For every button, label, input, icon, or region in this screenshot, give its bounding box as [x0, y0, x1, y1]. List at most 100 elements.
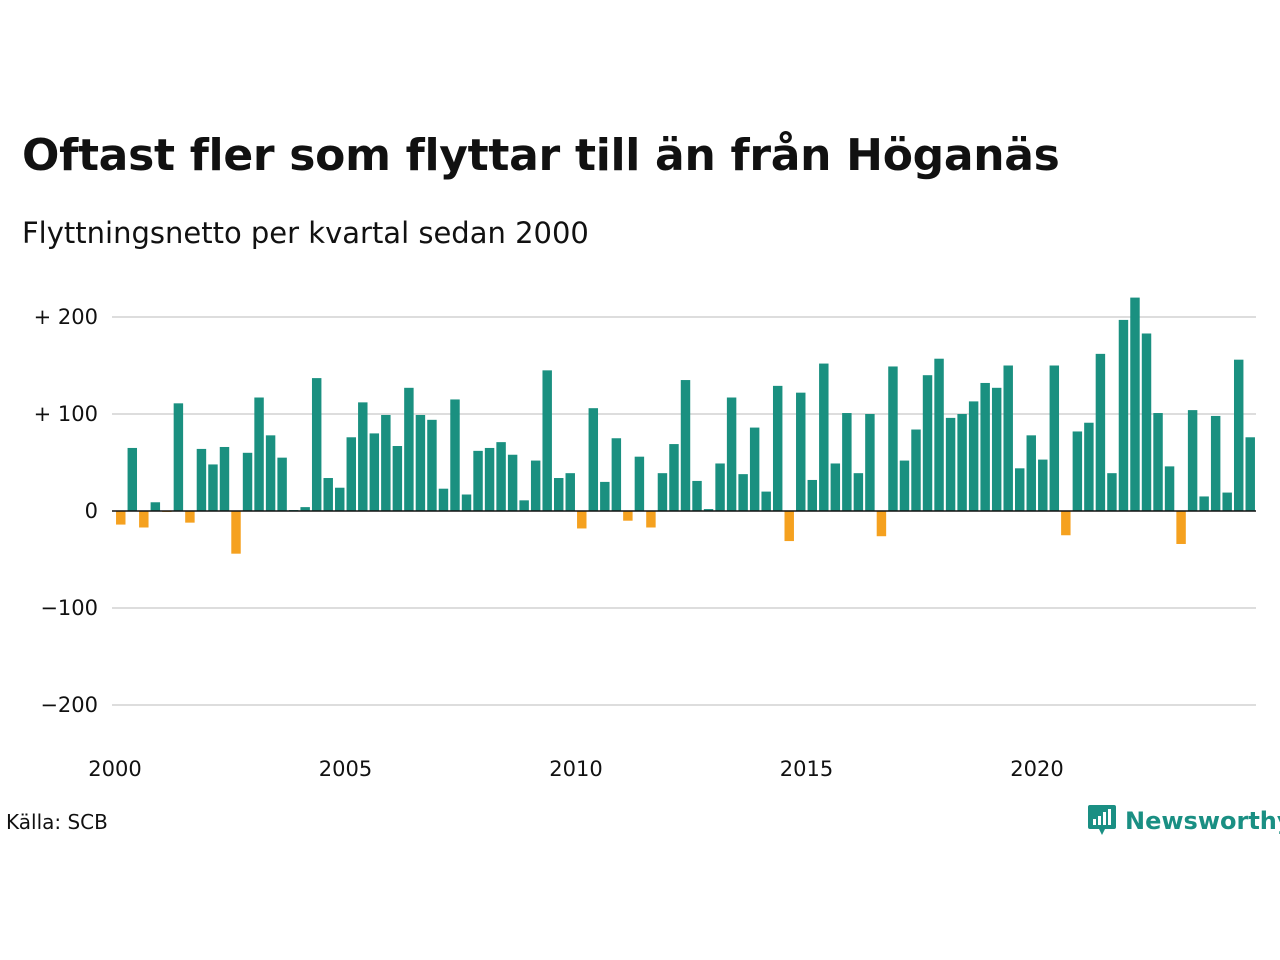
chart-subtitle: Flyttningsnetto per kvartal sedan 2000 [22, 216, 589, 250]
bar [1141, 333, 1152, 511]
bar [127, 447, 138, 511]
y-tick-label: 0 [85, 499, 98, 523]
bar [185, 511, 195, 523]
bar [1199, 496, 1209, 511]
bar [657, 473, 668, 511]
bar [865, 414, 875, 511]
bar [715, 463, 725, 511]
bar [265, 435, 276, 511]
bar [369, 433, 380, 511]
bar [600, 481, 610, 511]
bar [1107, 473, 1117, 511]
bar [968, 401, 979, 511]
bar [219, 446, 230, 511]
bar [1072, 431, 1083, 511]
bar [749, 427, 760, 511]
bar [1164, 466, 1175, 511]
bar [819, 363, 829, 511]
bar [519, 500, 529, 511]
x-tick-label: 2005 [319, 757, 372, 781]
bar [703, 509, 714, 511]
bar [692, 480, 702, 511]
y-tick-label: + 100 [34, 402, 98, 426]
bar [588, 408, 599, 511]
bar [646, 511, 656, 528]
bar [980, 382, 990, 511]
bar [1049, 365, 1060, 511]
bar [1026, 435, 1036, 511]
bar [323, 478, 333, 511]
bar [680, 380, 691, 511]
bar [196, 448, 207, 511]
bar [807, 479, 818, 511]
bar [1130, 297, 1140, 511]
bar [842, 413, 852, 511]
bar [231, 511, 241, 554]
bar [577, 511, 587, 529]
bar [1153, 413, 1163, 511]
bar [1084, 422, 1094, 511]
bar [415, 414, 426, 511]
bar [311, 378, 322, 511]
bar [173, 403, 184, 511]
bar [496, 442, 506, 511]
y-tick-label: + 200 [34, 305, 98, 329]
newsworthy-logo-icon [1088, 805, 1116, 835]
bar [461, 494, 472, 511]
bar [623, 511, 633, 521]
bar [507, 454, 518, 511]
bar [139, 511, 149, 528]
bar [484, 447, 495, 511]
bar [911, 429, 921, 511]
x-tick-label: 2020 [1010, 757, 1063, 781]
bar [1003, 365, 1013, 511]
bar [991, 387, 1002, 511]
brand-name: Newsworthy [1125, 807, 1280, 835]
bar [208, 464, 218, 511]
bar [1245, 437, 1255, 511]
bar [450, 399, 460, 511]
bar [542, 370, 552, 511]
bar [358, 402, 368, 511]
bar [404, 387, 414, 511]
bar [381, 414, 391, 511]
bar [300, 507, 310, 511]
bar-chart: −200 −100 0 + 100 + 200 2000 2005 2010 2015 2020 [34, 297, 1256, 781]
bar [116, 511, 126, 525]
x-tick-label: 2015 [780, 757, 833, 781]
bar [346, 437, 356, 511]
bar [784, 511, 794, 542]
bar [553, 478, 564, 511]
bar [1187, 410, 1198, 511]
bar [1015, 468, 1025, 511]
bar [634, 456, 645, 511]
bar [1095, 353, 1106, 511]
bar [888, 366, 898, 511]
bar [669, 444, 679, 511]
x-tick-label: 2000 [88, 757, 141, 781]
bar [738, 474, 748, 511]
bar [611, 438, 622, 511]
bar [150, 502, 161, 511]
bar [853, 473, 864, 511]
bar [242, 452, 253, 511]
bar [427, 419, 437, 511]
bar [726, 397, 737, 511]
bar [957, 414, 967, 511]
bar [945, 417, 956, 511]
x-tick-label: 2010 [549, 757, 602, 781]
bar [922, 375, 933, 511]
bar [277, 457, 287, 511]
source-note: Källa: SCB [6, 810, 108, 834]
y-tick-label: −100 [40, 596, 98, 620]
bar [899, 460, 910, 511]
chart-title: Oftast fler som flyttar till än från Hög… [22, 130, 1060, 181]
bar [796, 392, 806, 511]
bar [876, 511, 887, 537]
bar [830, 463, 841, 511]
bars [116, 297, 1255, 554]
bar [934, 358, 944, 511]
bar [1118, 319, 1129, 511]
bar [254, 397, 264, 511]
brand-logo[interactable]: Newsworthy [1087, 804, 1280, 838]
